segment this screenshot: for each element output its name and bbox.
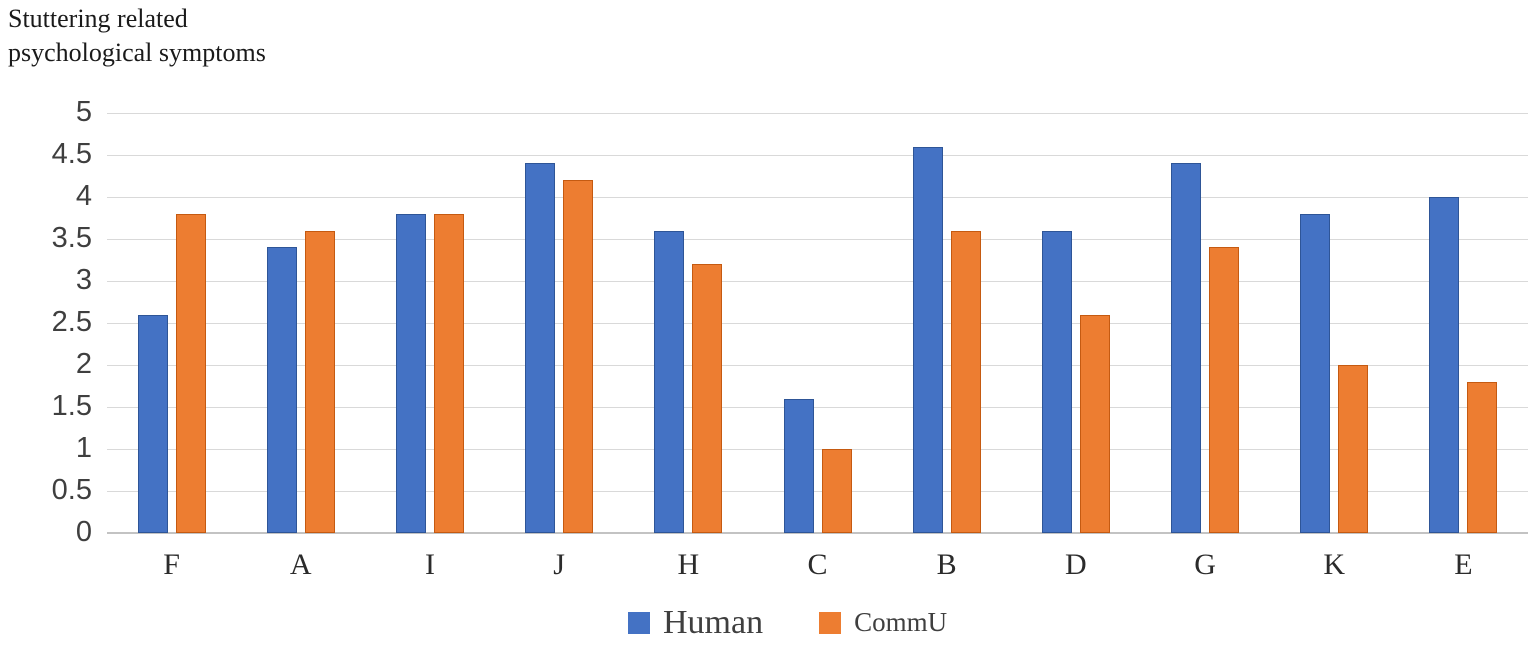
bar-human-G bbox=[1171, 163, 1202, 533]
bar-human-C bbox=[783, 398, 814, 533]
bar-commu-F bbox=[175, 213, 206, 533]
bar-commu-J bbox=[563, 180, 594, 533]
x-tick-label-H: H bbox=[677, 548, 700, 581]
legend: Human CommU bbox=[628, 600, 947, 645]
x-tick-label-B: B bbox=[936, 548, 957, 581]
legend-label-human: Human bbox=[663, 603, 764, 641]
x-tick-label-E: E bbox=[1454, 548, 1473, 581]
y-tick-label-2: 2 bbox=[75, 348, 92, 380]
bar-human-F bbox=[137, 314, 168, 533]
bar-commu-I bbox=[433, 213, 464, 533]
bar-commu-A bbox=[304, 230, 335, 533]
bar-commu-G bbox=[1209, 247, 1240, 533]
x-tick-label-D: D bbox=[1065, 548, 1087, 581]
gridline-3.5 bbox=[107, 239, 1528, 240]
bar-commu-H bbox=[692, 264, 723, 533]
bar-commu-C bbox=[821, 449, 852, 533]
x-axis-line bbox=[107, 532, 1528, 534]
chart-title-line1: Stuttering related bbox=[8, 4, 188, 33]
y-tick-label-4.5: 4.5 bbox=[51, 138, 92, 170]
legend-item-commu: CommU bbox=[819, 607, 947, 638]
y-tick-label-3: 3 bbox=[75, 264, 92, 296]
bar-human-E bbox=[1429, 197, 1460, 533]
y-tick-label-3.5: 3.5 bbox=[51, 222, 92, 254]
bar-commu-D bbox=[1079, 314, 1110, 533]
gridline-5 bbox=[107, 113, 1528, 114]
gridline-2.5 bbox=[107, 323, 1528, 324]
gridline-4 bbox=[107, 197, 1528, 198]
y-tick-label-5: 5 bbox=[75, 96, 92, 128]
bar-human-I bbox=[395, 213, 426, 533]
gridline-2 bbox=[107, 365, 1528, 366]
bar-human-D bbox=[1041, 230, 1072, 533]
human-color-swatch-icon bbox=[628, 611, 650, 634]
x-tick-label-A: A bbox=[289, 548, 312, 581]
x-tick-label-J: J bbox=[553, 548, 565, 581]
x-tick-label-I: I bbox=[424, 548, 435, 581]
x-tick-label-K: K bbox=[1323, 548, 1346, 581]
x-tick-label-G: G bbox=[1194, 548, 1216, 581]
x-tick-label-F: F bbox=[163, 548, 180, 581]
bar-human-H bbox=[654, 230, 685, 533]
legend-label-commu: CommU bbox=[854, 607, 948, 637]
bar-human-B bbox=[912, 146, 943, 533]
chart-title: Stuttering related psychological symptoms bbox=[8, 2, 266, 70]
bar-commu-K bbox=[1338, 365, 1369, 533]
gridline-1 bbox=[107, 449, 1528, 450]
bar-human-K bbox=[1300, 213, 1331, 533]
gridline-0.5 bbox=[107, 491, 1528, 492]
y-tick-label-0.5: 0.5 bbox=[51, 474, 92, 506]
commu-color-swatch-icon bbox=[819, 611, 842, 634]
y-tick-label-4: 4 bbox=[75, 180, 92, 212]
y-tick-label-1: 1 bbox=[75, 432, 92, 464]
x-tick-label-C: C bbox=[807, 548, 828, 581]
bar-human-A bbox=[266, 247, 297, 533]
y-tick-label-0: 0 bbox=[75, 516, 92, 548]
gridline-4.5 bbox=[107, 155, 1528, 156]
y-tick-label-1.5: 1.5 bbox=[51, 390, 92, 422]
bar-human-J bbox=[525, 163, 556, 533]
gridline-3 bbox=[107, 281, 1528, 282]
gridline-1.5 bbox=[107, 407, 1528, 408]
bar-commu-E bbox=[1467, 381, 1498, 533]
y-tick-label-2.5: 2.5 bbox=[51, 306, 92, 338]
plot-area bbox=[107, 113, 1528, 534]
legend-item-human: Human bbox=[628, 604, 763, 642]
chart-title-line2: psychological symptoms bbox=[8, 38, 266, 67]
bar-commu-B bbox=[950, 230, 981, 533]
